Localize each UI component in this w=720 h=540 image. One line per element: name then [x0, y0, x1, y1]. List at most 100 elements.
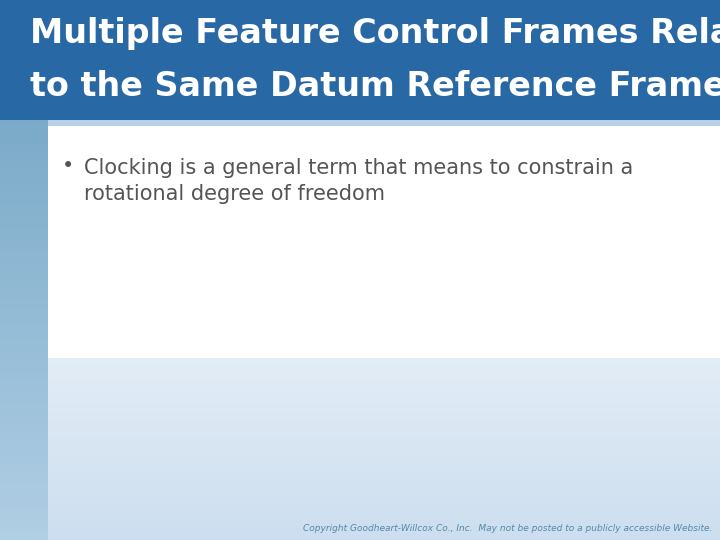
Bar — [0, 169, 48, 172]
Bar — [48, 313, 720, 316]
Bar — [48, 124, 720, 127]
Bar — [0, 456, 48, 460]
Bar — [48, 372, 720, 375]
Bar — [0, 505, 48, 509]
Bar — [0, 330, 48, 334]
Bar — [0, 320, 48, 323]
Bar — [48, 348, 720, 351]
Bar — [48, 218, 720, 221]
Bar — [48, 460, 720, 463]
Bar — [0, 225, 48, 228]
Bar — [0, 249, 48, 253]
Bar — [48, 267, 720, 271]
Text: rotational degree of freedom: rotational degree of freedom — [84, 184, 385, 204]
Bar — [0, 120, 720, 540]
Bar — [0, 372, 48, 375]
Bar — [48, 358, 720, 361]
Bar — [0, 207, 48, 211]
Bar — [0, 295, 48, 299]
Bar — [0, 162, 48, 165]
Bar — [48, 523, 720, 526]
Bar — [48, 211, 720, 214]
Text: •: • — [62, 156, 74, 176]
Bar — [48, 249, 720, 253]
Bar — [48, 481, 720, 484]
Bar — [48, 453, 720, 456]
Bar — [0, 470, 48, 474]
Bar — [48, 449, 720, 453]
Bar — [48, 302, 720, 306]
Bar — [48, 120, 720, 124]
Bar — [0, 0, 720, 120]
Bar — [0, 253, 48, 256]
Bar — [48, 389, 720, 393]
Bar — [48, 530, 720, 533]
Bar — [48, 488, 720, 491]
Bar — [48, 172, 720, 176]
Text: Copyright Goodheart-Willcox Co., Inc.  May not be posted to a publicly accessibl: Copyright Goodheart-Willcox Co., Inc. Ma… — [302, 524, 712, 533]
Bar — [48, 239, 720, 242]
Bar — [48, 127, 720, 131]
Bar — [48, 424, 720, 428]
Bar — [0, 393, 48, 396]
Bar — [48, 292, 720, 295]
Bar — [0, 190, 48, 193]
Bar — [0, 260, 48, 264]
Bar — [48, 190, 720, 193]
Bar — [48, 228, 720, 232]
Bar — [0, 299, 48, 302]
Bar — [0, 127, 48, 131]
Bar — [0, 502, 48, 505]
Bar — [48, 537, 720, 540]
Bar — [48, 417, 720, 421]
Bar — [0, 327, 48, 330]
Bar — [0, 400, 48, 403]
Bar — [48, 400, 720, 403]
Bar — [48, 403, 720, 407]
Bar — [48, 421, 720, 424]
Bar — [0, 242, 48, 246]
Bar — [48, 141, 720, 145]
Bar — [48, 519, 720, 523]
Bar — [0, 302, 48, 306]
Bar — [0, 484, 48, 488]
Bar — [0, 193, 48, 197]
Bar — [48, 288, 720, 292]
Bar — [48, 271, 720, 274]
Bar — [0, 341, 48, 344]
Bar — [48, 428, 720, 431]
Bar — [0, 344, 48, 348]
Bar — [48, 183, 720, 186]
Bar — [48, 393, 720, 396]
Text: Multiple Feature Control Frames Related: Multiple Feature Control Frames Related — [30, 17, 720, 50]
Bar — [48, 344, 720, 348]
Bar — [48, 463, 720, 467]
Bar — [0, 386, 48, 389]
Bar — [0, 309, 48, 313]
Bar — [0, 239, 48, 242]
Bar — [0, 148, 48, 152]
Bar — [48, 354, 720, 358]
Bar — [48, 438, 720, 442]
Bar — [0, 264, 48, 267]
Bar — [48, 179, 720, 183]
Bar — [0, 138, 48, 141]
Bar — [0, 354, 48, 358]
Bar — [48, 435, 720, 438]
Bar — [48, 138, 720, 141]
Bar — [0, 183, 48, 186]
Bar — [48, 410, 720, 414]
Bar — [48, 516, 720, 519]
Bar — [48, 285, 720, 288]
Bar — [0, 414, 48, 417]
Bar — [48, 502, 720, 505]
Bar — [0, 460, 48, 463]
Bar — [48, 320, 720, 323]
Bar — [0, 221, 48, 225]
Bar — [0, 488, 48, 491]
Bar — [0, 179, 48, 183]
Bar — [48, 204, 720, 207]
Bar — [0, 141, 48, 145]
Bar — [0, 512, 48, 516]
Bar — [48, 456, 720, 460]
